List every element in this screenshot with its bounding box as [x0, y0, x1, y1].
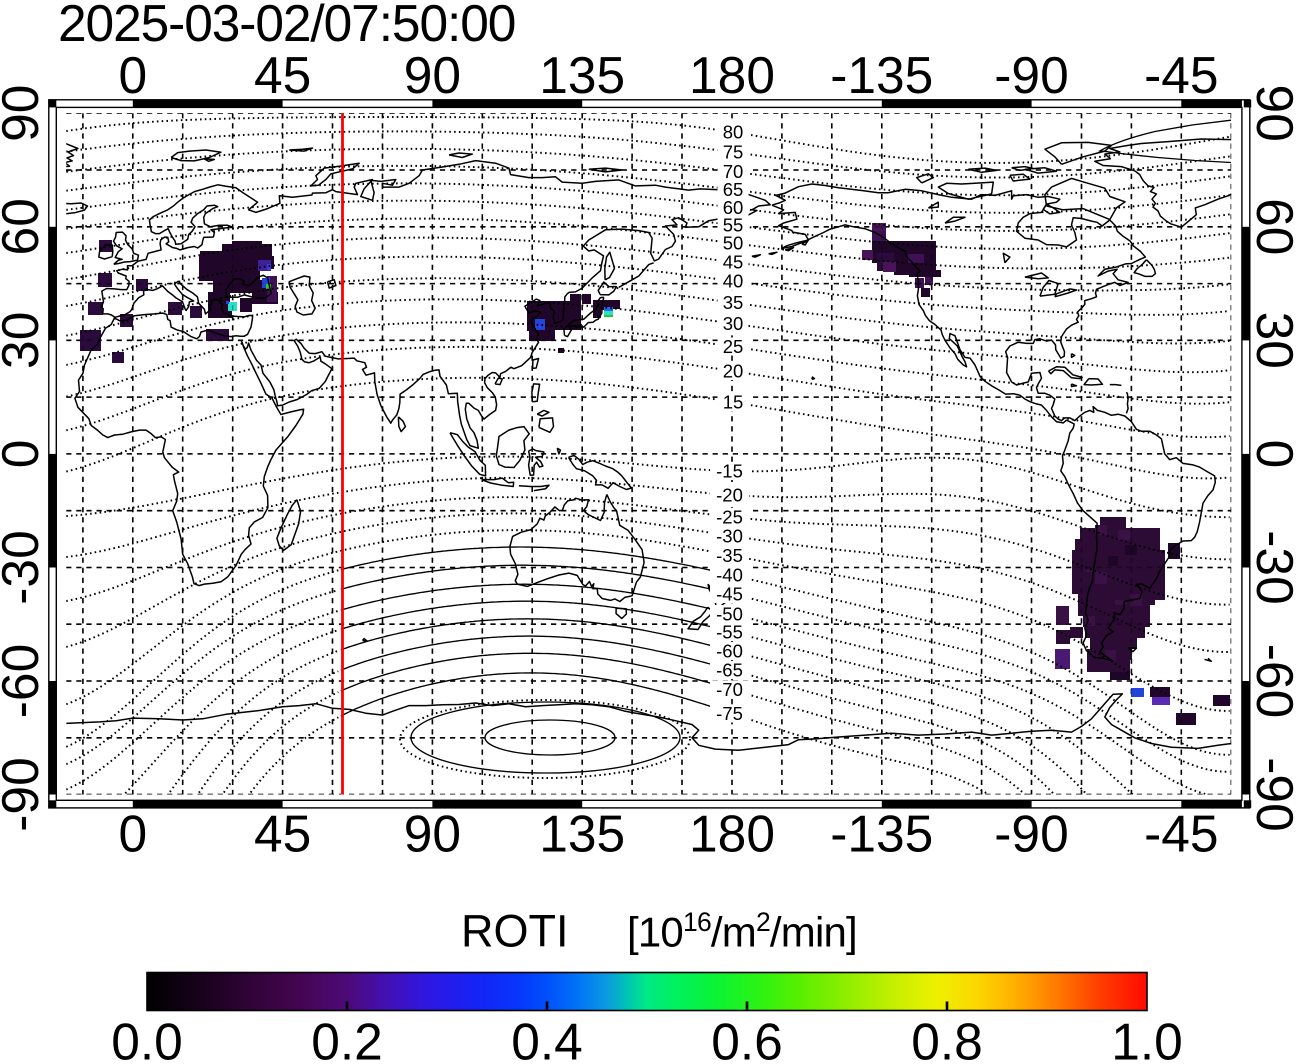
svg-text:-135: -135 — [830, 805, 933, 863]
svg-text:0: 0 — [118, 805, 147, 863]
svg-text:-90: -90 — [0, 757, 49, 831]
svg-text:-60: -60 — [716, 641, 743, 662]
svg-text:35: 35 — [723, 292, 744, 313]
svg-text:2025-03-02/07:50:00: 2025-03-02/07:50:00 — [58, 0, 515, 52]
svg-text:60: 60 — [0, 198, 49, 255]
svg-text:75: 75 — [723, 142, 744, 163]
svg-text:0.8: 0.8 — [911, 1013, 983, 1064]
svg-text:90: 90 — [0, 85, 49, 142]
svg-text:0: 0 — [0, 440, 49, 469]
svg-text:180: 180 — [689, 46, 775, 104]
svg-text:-45: -45 — [1144, 46, 1218, 104]
svg-text:-20: -20 — [716, 485, 743, 506]
svg-text:40: 40 — [723, 271, 744, 292]
svg-text:135: 135 — [539, 805, 625, 863]
svg-text:60: 60 — [1246, 198, 1296, 255]
svg-text:0.0: 0.0 — [111, 1013, 183, 1064]
svg-text:[1016/m2/min]: [1016/m2/min] — [627, 907, 857, 956]
svg-text:0.2: 0.2 — [311, 1013, 383, 1064]
svg-text:60: 60 — [723, 197, 744, 218]
svg-text:30: 30 — [1246, 312, 1296, 369]
svg-text:25: 25 — [723, 336, 744, 357]
svg-text:45: 45 — [254, 805, 311, 863]
svg-text:-40: -40 — [716, 565, 743, 586]
svg-text:70: 70 — [723, 161, 744, 182]
svg-text:1.0: 1.0 — [1111, 1013, 1183, 1064]
svg-text:-50: -50 — [716, 604, 743, 625]
svg-text:-135: -135 — [830, 46, 933, 104]
svg-text:-90: -90 — [994, 46, 1068, 104]
svg-text:-45: -45 — [1144, 805, 1218, 863]
svg-text:-90: -90 — [1246, 757, 1296, 831]
svg-text:-60: -60 — [1246, 644, 1296, 718]
svg-text:20: 20 — [723, 361, 744, 382]
svg-text:135: 135 — [539, 46, 625, 104]
svg-text:30: 30 — [0, 312, 49, 369]
svg-text:65: 65 — [723, 179, 744, 200]
svg-text:ROTI: ROTI — [461, 906, 569, 957]
svg-text:90: 90 — [404, 805, 461, 863]
svg-text:55: 55 — [723, 215, 744, 236]
svg-text:45: 45 — [254, 46, 311, 104]
svg-text:-65: -65 — [716, 660, 743, 681]
svg-text:-60: -60 — [0, 644, 49, 718]
svg-text:-30: -30 — [716, 526, 743, 547]
svg-text:90: 90 — [1246, 85, 1296, 142]
svg-text:0: 0 — [1246, 440, 1296, 469]
svg-text:-75: -75 — [716, 703, 743, 724]
svg-text:0.6: 0.6 — [711, 1013, 783, 1064]
svg-text:-45: -45 — [716, 584, 743, 605]
svg-text:-90: -90 — [994, 805, 1068, 863]
svg-text:50: 50 — [723, 233, 744, 254]
svg-text:-30: -30 — [1246, 530, 1296, 604]
svg-text:-35: -35 — [716, 545, 743, 566]
svg-text:180: 180 — [689, 805, 775, 863]
svg-text:-25: -25 — [716, 507, 743, 528]
svg-text:80: 80 — [723, 122, 744, 143]
svg-text:30: 30 — [723, 313, 744, 334]
svg-text:90: 90 — [404, 46, 461, 104]
svg-text:0: 0 — [118, 46, 147, 104]
svg-text:-70: -70 — [716, 679, 743, 700]
svg-text:15: 15 — [723, 392, 744, 413]
svg-text:0.4: 0.4 — [511, 1013, 583, 1064]
svg-text:-30: -30 — [0, 530, 49, 604]
svg-text:-15: -15 — [716, 461, 743, 482]
svg-text:-55: -55 — [716, 622, 743, 643]
svg-text:45: 45 — [723, 252, 744, 273]
